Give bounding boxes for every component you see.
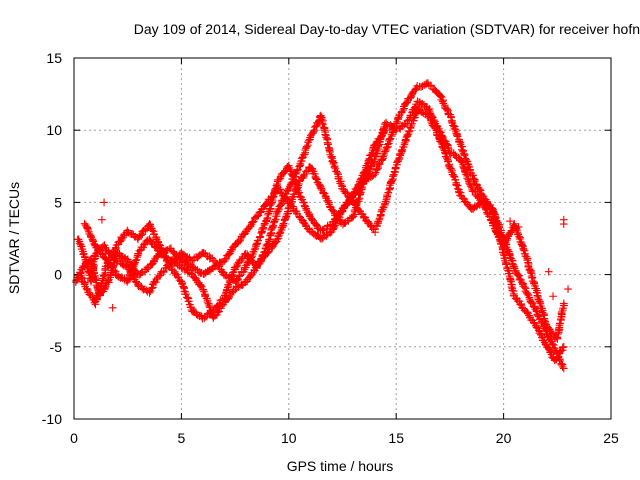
data-points <box>71 79 572 373</box>
series-track-b <box>76 105 568 365</box>
y-tick-label: 5 <box>54 194 62 210</box>
x-tick-label: 15 <box>388 430 404 446</box>
y-tick-label: 10 <box>46 122 62 138</box>
series-track-d <box>71 126 390 300</box>
chart-title: Day 109 of 2014, Sidereal Day-to-day VTE… <box>134 21 640 37</box>
y-tick-label: 0 <box>54 267 62 283</box>
y-axis-label: SDTVAR / TECUs <box>6 182 22 294</box>
x-tick-label: 20 <box>496 430 512 446</box>
y-tick-label: -10 <box>42 411 62 427</box>
plot-frame <box>73 57 612 420</box>
x-tick-label: 25 <box>603 430 619 446</box>
y-tick-label: -5 <box>50 339 63 355</box>
series-isolated <box>98 198 572 312</box>
axis-ticks: 0 5 10 15 20 25 -10 -5 0 5 10 15 <box>42 50 619 446</box>
x-tick-label: 10 <box>281 430 297 446</box>
y-tick-label: 15 <box>46 50 62 66</box>
x-tick-label: 0 <box>70 430 78 446</box>
x-tick-label: 5 <box>178 430 186 446</box>
x-axis-label: GPS time / hours <box>287 458 394 474</box>
